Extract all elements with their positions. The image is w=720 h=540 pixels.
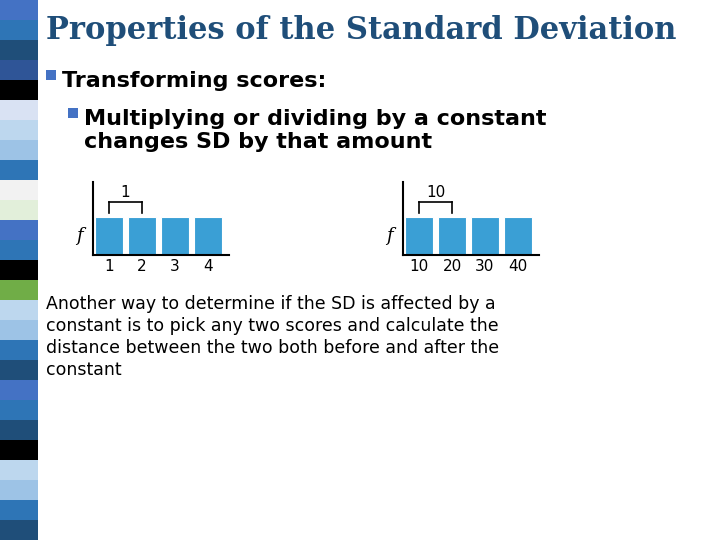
Bar (0, 100, 38, 120)
Text: Another way to determine if the SD is affected by a: Another way to determine if the SD is af… (46, 295, 495, 313)
Bar (0, 40, 38, 60)
Bar (0, 420, 38, 440)
Bar (194, 217, 222, 255)
Bar (0, 180, 38, 200)
Text: distance between the two both before and after the: distance between the two both before and… (46, 339, 499, 357)
Bar (0, 140, 38, 160)
Bar (471, 217, 499, 255)
Bar (0, 200, 38, 220)
Bar (405, 217, 433, 255)
Bar (0, 300, 38, 320)
Bar (438, 217, 466, 255)
Bar (0, 380, 38, 400)
Bar (0, 400, 38, 420)
Bar (0, 320, 38, 340)
Bar (0, 440, 38, 460)
Bar (0, 260, 38, 280)
Text: 40: 40 (508, 259, 528, 274)
Bar (0, 520, 38, 540)
Text: Properties of the Standard Deviation: Properties of the Standard Deviation (46, 15, 677, 46)
Bar (0, 460, 38, 480)
Bar (95, 217, 123, 255)
Text: f: f (76, 227, 82, 245)
Text: 20: 20 (442, 259, 462, 274)
Text: 1: 1 (121, 185, 130, 200)
Bar (0, 240, 38, 260)
Bar (46, 70, 56, 80)
Bar (0, 480, 38, 500)
Bar (0, 360, 38, 380)
Text: 1: 1 (104, 259, 114, 274)
Text: changes SD by that amount: changes SD by that amount (84, 132, 432, 152)
Bar (128, 217, 156, 255)
Text: 3: 3 (170, 259, 180, 274)
Bar (0, 0, 38, 20)
Bar (0, 220, 38, 240)
Text: 10: 10 (426, 185, 445, 200)
Bar (0, 20, 38, 40)
Text: f: f (386, 227, 392, 245)
Bar (0, 80, 38, 100)
Text: Multiplying or dividing by a constant: Multiplying or dividing by a constant (84, 109, 546, 129)
Bar (0, 280, 38, 300)
Bar (0, 340, 38, 360)
Text: 30: 30 (475, 259, 495, 274)
Bar (68, 108, 78, 118)
Bar (0, 500, 38, 520)
Bar (0, 60, 38, 80)
Text: 4: 4 (203, 259, 213, 274)
Bar (161, 217, 189, 255)
Bar (0, 120, 38, 140)
Text: 10: 10 (410, 259, 428, 274)
Text: constant: constant (46, 361, 122, 379)
Text: 2: 2 (138, 259, 147, 274)
Text: Transforming scores:: Transforming scores: (62, 71, 326, 91)
Text: constant is to pick any two scores and calculate the: constant is to pick any two scores and c… (46, 317, 499, 335)
Bar (504, 217, 532, 255)
Bar (0, 160, 38, 180)
